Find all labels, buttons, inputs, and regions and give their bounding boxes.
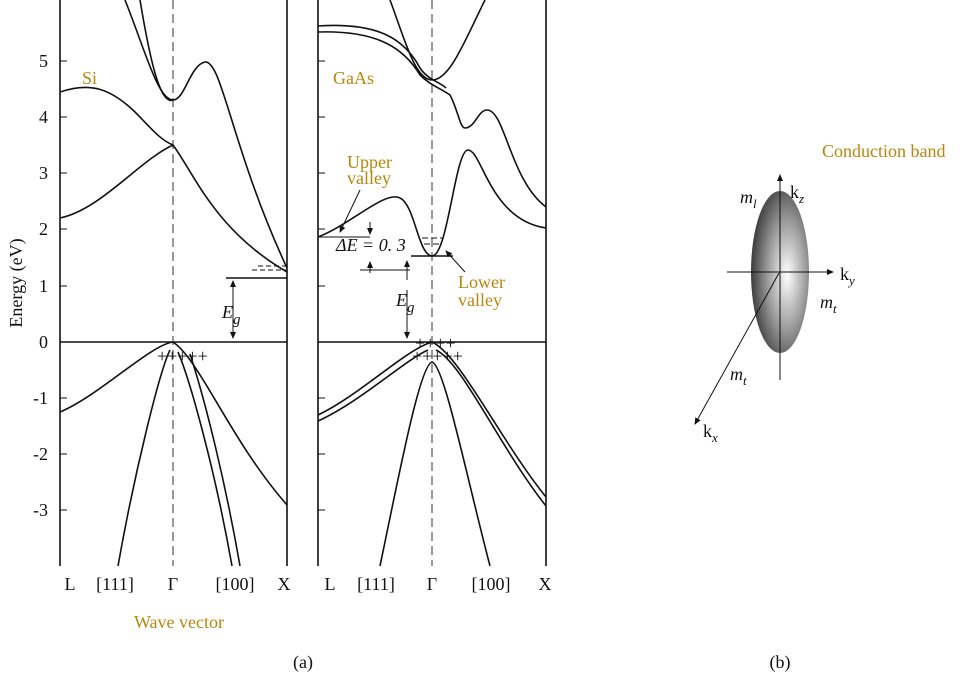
y-tick: -3	[33, 500, 48, 520]
x-tick: [111]	[357, 574, 395, 594]
k-y-label: ky	[840, 264, 855, 288]
lower-valley-label: Lower valley	[458, 272, 505, 310]
y-tick: 3	[39, 163, 48, 183]
y-tick: -1	[33, 388, 48, 408]
gaas-eg-label: Eg	[395, 290, 415, 316]
conduction-band-title: Conduction band	[822, 141, 946, 161]
si-panel: +++++ Eg Si	[59, 0, 288, 567]
y-tick: -2	[33, 444, 48, 464]
y-tick: 5	[39, 51, 48, 71]
x-tick: [100]	[472, 574, 511, 594]
m-t-axis-label: mt	[730, 364, 747, 388]
x-tick-labels: L [111] Γ [100] X L [111] Γ [100] X	[65, 574, 552, 594]
gaas-panel: ++++ +++++ ΔE = 0. 3 Eg GaAs Upper valley…	[317, 0, 547, 567]
x-tick: Γ	[168, 574, 178, 594]
holes-plus: +++++	[412, 346, 463, 366]
x-tick: L	[325, 574, 336, 594]
x-axis-label: Wave vector	[134, 612, 224, 632]
upper-valley-label: Upper valley	[347, 152, 392, 188]
holes-plus: ++++	[415, 333, 456, 353]
gaas-label: GaAs	[333, 68, 374, 88]
m-t-right-label: mt	[820, 292, 837, 316]
x-tick: Γ	[427, 574, 437, 594]
x-tick: X	[539, 574, 552, 594]
y-axis-label: Energy (eV)	[6, 238, 27, 327]
y-tick: 4	[39, 107, 48, 127]
x-tick: X	[278, 574, 291, 594]
y-tick: 2	[39, 219, 48, 239]
x-tick: [111]	[96, 574, 134, 594]
si-eg-label: Eg	[221, 302, 241, 328]
x-tick: L	[65, 574, 76, 594]
y-tick: 1	[39, 276, 48, 296]
y-tick: 0	[39, 332, 48, 352]
k-x-label: kx	[703, 421, 718, 445]
caption-a: (a)	[293, 652, 313, 673]
m-l-label: ml	[740, 187, 757, 211]
conduction-band-ellipsoid: Conduction band ml kz ky mt mt kx	[694, 141, 946, 445]
y-tick-labels: 5 4 3 2 1 0 -1 -2 -3	[33, 51, 48, 520]
x-tick: [100]	[216, 574, 255, 594]
holes-plus: +++++	[157, 346, 208, 366]
caption-b: (b)	[770, 652, 791, 673]
delta-e-label: ΔE = 0. 3	[335, 235, 406, 255]
si-label: Si	[82, 68, 97, 88]
k-z-label: kz	[790, 182, 804, 206]
